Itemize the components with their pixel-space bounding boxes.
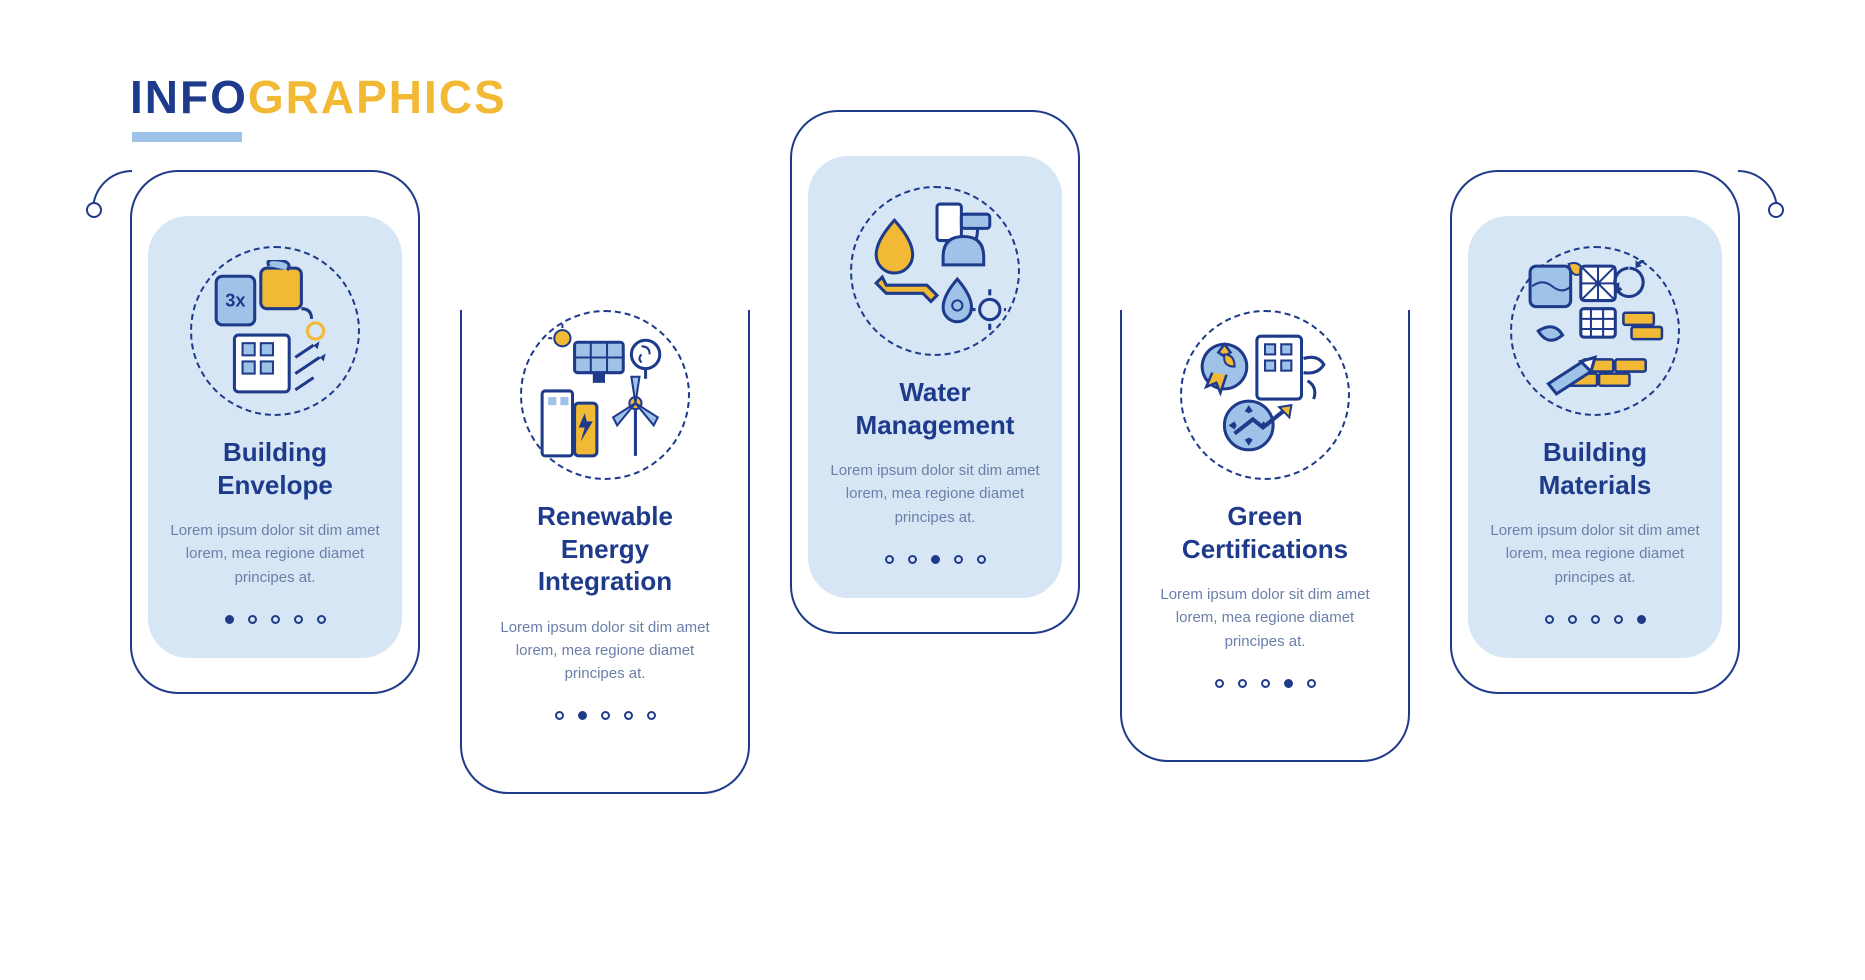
water-management-icon (850, 186, 1020, 356)
connector-handle (92, 170, 132, 210)
card-body: Lorem ipsum dolor sit dim amet lorem, me… (170, 519, 380, 589)
dot (624, 711, 633, 720)
dot (578, 711, 587, 720)
building-materials-icon (1510, 246, 1680, 416)
green-certifications-icon (1180, 310, 1350, 480)
renewable-energy-icon (520, 310, 690, 480)
dot (1215, 679, 1224, 688)
connector-handle (1738, 170, 1778, 210)
card-body: Lorem ipsum dolor sit dim amet lorem, me… (500, 616, 710, 686)
card-title: Water Management (830, 376, 1040, 441)
dot (1568, 615, 1577, 624)
card-renewable-energy: Renewable Energy Integration Lorem ipsum… (460, 310, 750, 794)
dot (977, 555, 986, 564)
dot (931, 555, 940, 564)
pager-dots (1490, 615, 1700, 624)
dot (317, 615, 326, 624)
pager-dots (1160, 679, 1370, 688)
dot (1637, 615, 1646, 624)
dot (1591, 615, 1600, 624)
pager-dots (170, 615, 380, 624)
card-water-management: Water Management Lorem ipsum dolor sit d… (790, 110, 1080, 634)
dot (294, 615, 303, 624)
dot (1261, 679, 1270, 688)
cards-container: Building Envelope Lorem ipsum dolor sit … (130, 110, 1740, 890)
card-body: Lorem ipsum dolor sit dim amet lorem, me… (1490, 519, 1700, 589)
card-building-materials: Building Materials Lorem ipsum dolor sit… (1450, 170, 1740, 694)
building-envelope-icon (190, 246, 360, 416)
card-building-envelope: Building Envelope Lorem ipsum dolor sit … (130, 170, 420, 694)
dot (1307, 679, 1316, 688)
card-title: Renewable Energy Integration (500, 500, 710, 598)
card-green-certifications: Green Certifications Lorem ipsum dolor s… (1120, 310, 1410, 762)
dot (1238, 679, 1247, 688)
dot (647, 711, 656, 720)
dot (908, 555, 917, 564)
card-title: Building Envelope (170, 436, 380, 501)
dot (248, 615, 257, 624)
dot (555, 711, 564, 720)
dot (1545, 615, 1554, 624)
card-body: Lorem ipsum dolor sit dim amet lorem, me… (1160, 583, 1370, 653)
dot (225, 615, 234, 624)
dot (885, 555, 894, 564)
card-title: Building Materials (1490, 436, 1700, 501)
dot (601, 711, 610, 720)
card-title: Green Certifications (1160, 500, 1370, 565)
dot (1284, 679, 1293, 688)
card-body: Lorem ipsum dolor sit dim amet lorem, me… (830, 459, 1040, 529)
dot (271, 615, 280, 624)
pager-dots (830, 555, 1040, 564)
dot (954, 555, 963, 564)
dot (1614, 615, 1623, 624)
pager-dots (500, 711, 710, 720)
